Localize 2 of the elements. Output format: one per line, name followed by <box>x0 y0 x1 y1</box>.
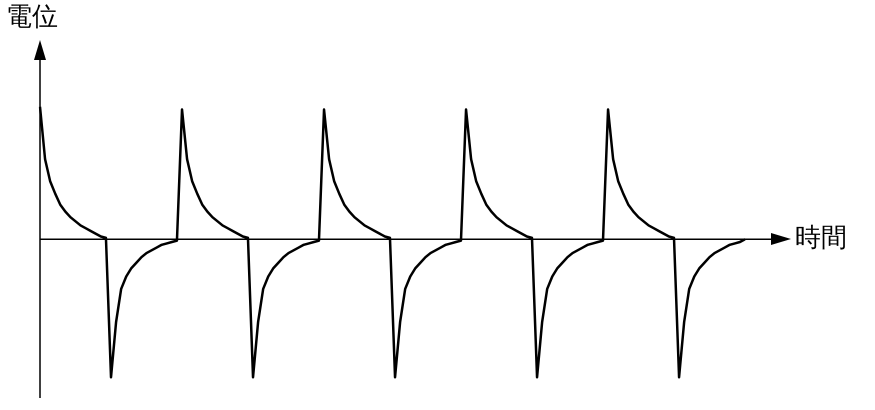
x-axis-title: 時間 <box>795 223 847 254</box>
y-axis-title: 電位 <box>6 2 58 32</box>
